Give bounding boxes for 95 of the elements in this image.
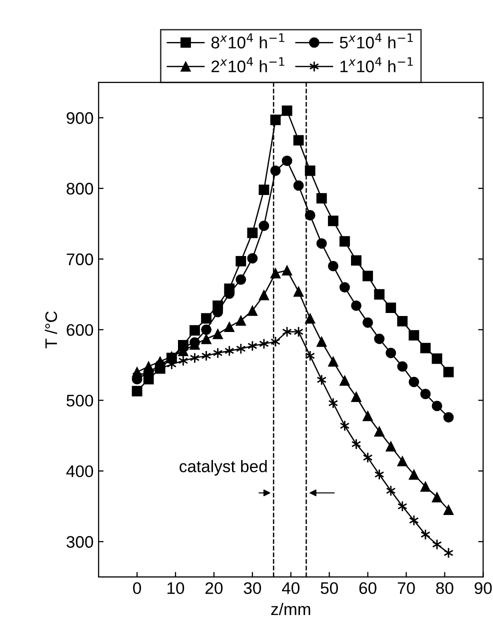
point bbox=[328, 356, 338, 367]
point bbox=[304, 166, 316, 176]
point bbox=[408, 469, 420, 480]
point bbox=[270, 114, 281, 126]
x-tick-label: 60 bbox=[359, 582, 376, 594]
point bbox=[362, 410, 373, 422]
point bbox=[258, 290, 270, 300]
point bbox=[397, 361, 408, 372]
x-tick-label: 90 bbox=[474, 582, 492, 594]
x-tick-label: 80 bbox=[436, 582, 454, 594]
point bbox=[316, 193, 327, 204]
annotation: catalyst bed bbox=[180, 460, 267, 476]
point bbox=[132, 386, 142, 396]
x-tick-label: 10 bbox=[168, 582, 184, 594]
point bbox=[293, 135, 304, 146]
point bbox=[282, 156, 292, 166]
point bbox=[212, 328, 224, 340]
point bbox=[339, 282, 350, 293]
point bbox=[386, 302, 396, 313]
x-tick-label: 30 bbox=[244, 582, 262, 594]
point bbox=[316, 336, 327, 347]
point bbox=[432, 400, 442, 412]
y-tick-label: 700 bbox=[66, 253, 94, 266]
point bbox=[443, 504, 454, 516]
point bbox=[190, 325, 200, 336]
y-tick-label: 300 bbox=[66, 536, 94, 548]
y-tick-label: 800 bbox=[66, 182, 94, 195]
point bbox=[282, 105, 292, 116]
legend-label: 1$^{x}$10$^{4}$ h$^{−1}$ bbox=[340, 57, 413, 72]
x-tick-label: 40 bbox=[282, 582, 300, 594]
point bbox=[420, 481, 431, 492]
point bbox=[374, 289, 385, 300]
point bbox=[397, 316, 408, 326]
point bbox=[408, 376, 420, 388]
point bbox=[270, 268, 281, 278]
point bbox=[374, 426, 385, 437]
point bbox=[247, 228, 258, 238]
point bbox=[362, 452, 373, 464]
point bbox=[408, 330, 420, 341]
point bbox=[304, 210, 316, 220]
point bbox=[236, 256, 246, 266]
point bbox=[293, 180, 304, 191]
point bbox=[247, 305, 258, 316]
point bbox=[201, 313, 212, 324]
y-axis-title: T /°C bbox=[44, 311, 58, 348]
x-tick-label: 20 bbox=[206, 582, 223, 594]
point bbox=[201, 324, 212, 335]
point bbox=[362, 317, 373, 328]
point bbox=[339, 375, 350, 386]
point bbox=[420, 388, 431, 400]
point bbox=[339, 236, 350, 247]
point bbox=[304, 313, 316, 324]
point bbox=[316, 238, 327, 249]
y-tick-label: 900 bbox=[66, 112, 94, 124]
x-tick-label: 70 bbox=[398, 582, 415, 594]
point bbox=[328, 260, 338, 272]
point bbox=[351, 300, 362, 311]
point bbox=[374, 334, 385, 344]
point bbox=[201, 334, 212, 344]
point bbox=[224, 322, 235, 332]
point bbox=[247, 253, 258, 264]
legend-label: 2$^{x}$10$^{4}$ h$^{−1}$ bbox=[212, 57, 284, 72]
point bbox=[386, 348, 396, 358]
y-tick-label: 600 bbox=[66, 324, 94, 336]
point bbox=[351, 392, 362, 402]
x-tick-label: 50 bbox=[320, 582, 338, 594]
point bbox=[420, 342, 431, 354]
point bbox=[212, 347, 223, 359]
legend-label: 8$^{x}$10$^{4}$ h$^{−1}$ bbox=[211, 33, 284, 48]
x-axis-title: z/mm bbox=[271, 602, 310, 616]
point bbox=[432, 492, 442, 502]
x-tick-label: 0 bbox=[133, 582, 142, 594]
point bbox=[282, 265, 292, 276]
point bbox=[248, 340, 258, 352]
point bbox=[236, 343, 246, 354]
point bbox=[270, 166, 281, 176]
point bbox=[443, 366, 454, 378]
y-tick-label: 500 bbox=[66, 394, 94, 407]
point bbox=[236, 315, 246, 326]
point bbox=[409, 514, 419, 526]
point bbox=[258, 184, 270, 196]
y-tick-label: 400 bbox=[66, 465, 94, 478]
point bbox=[397, 456, 408, 466]
point bbox=[258, 220, 270, 232]
point bbox=[351, 255, 362, 266]
point bbox=[432, 353, 442, 364]
point bbox=[374, 468, 384, 480]
point bbox=[190, 352, 200, 364]
point bbox=[236, 274, 246, 285]
point bbox=[293, 286, 304, 297]
legend-label: 5$^{x}$10$^{4}$ h$^{−1}$ bbox=[340, 33, 413, 48]
point bbox=[362, 270, 373, 282]
point bbox=[328, 216, 338, 226]
point bbox=[443, 412, 454, 422]
point bbox=[386, 441, 396, 452]
